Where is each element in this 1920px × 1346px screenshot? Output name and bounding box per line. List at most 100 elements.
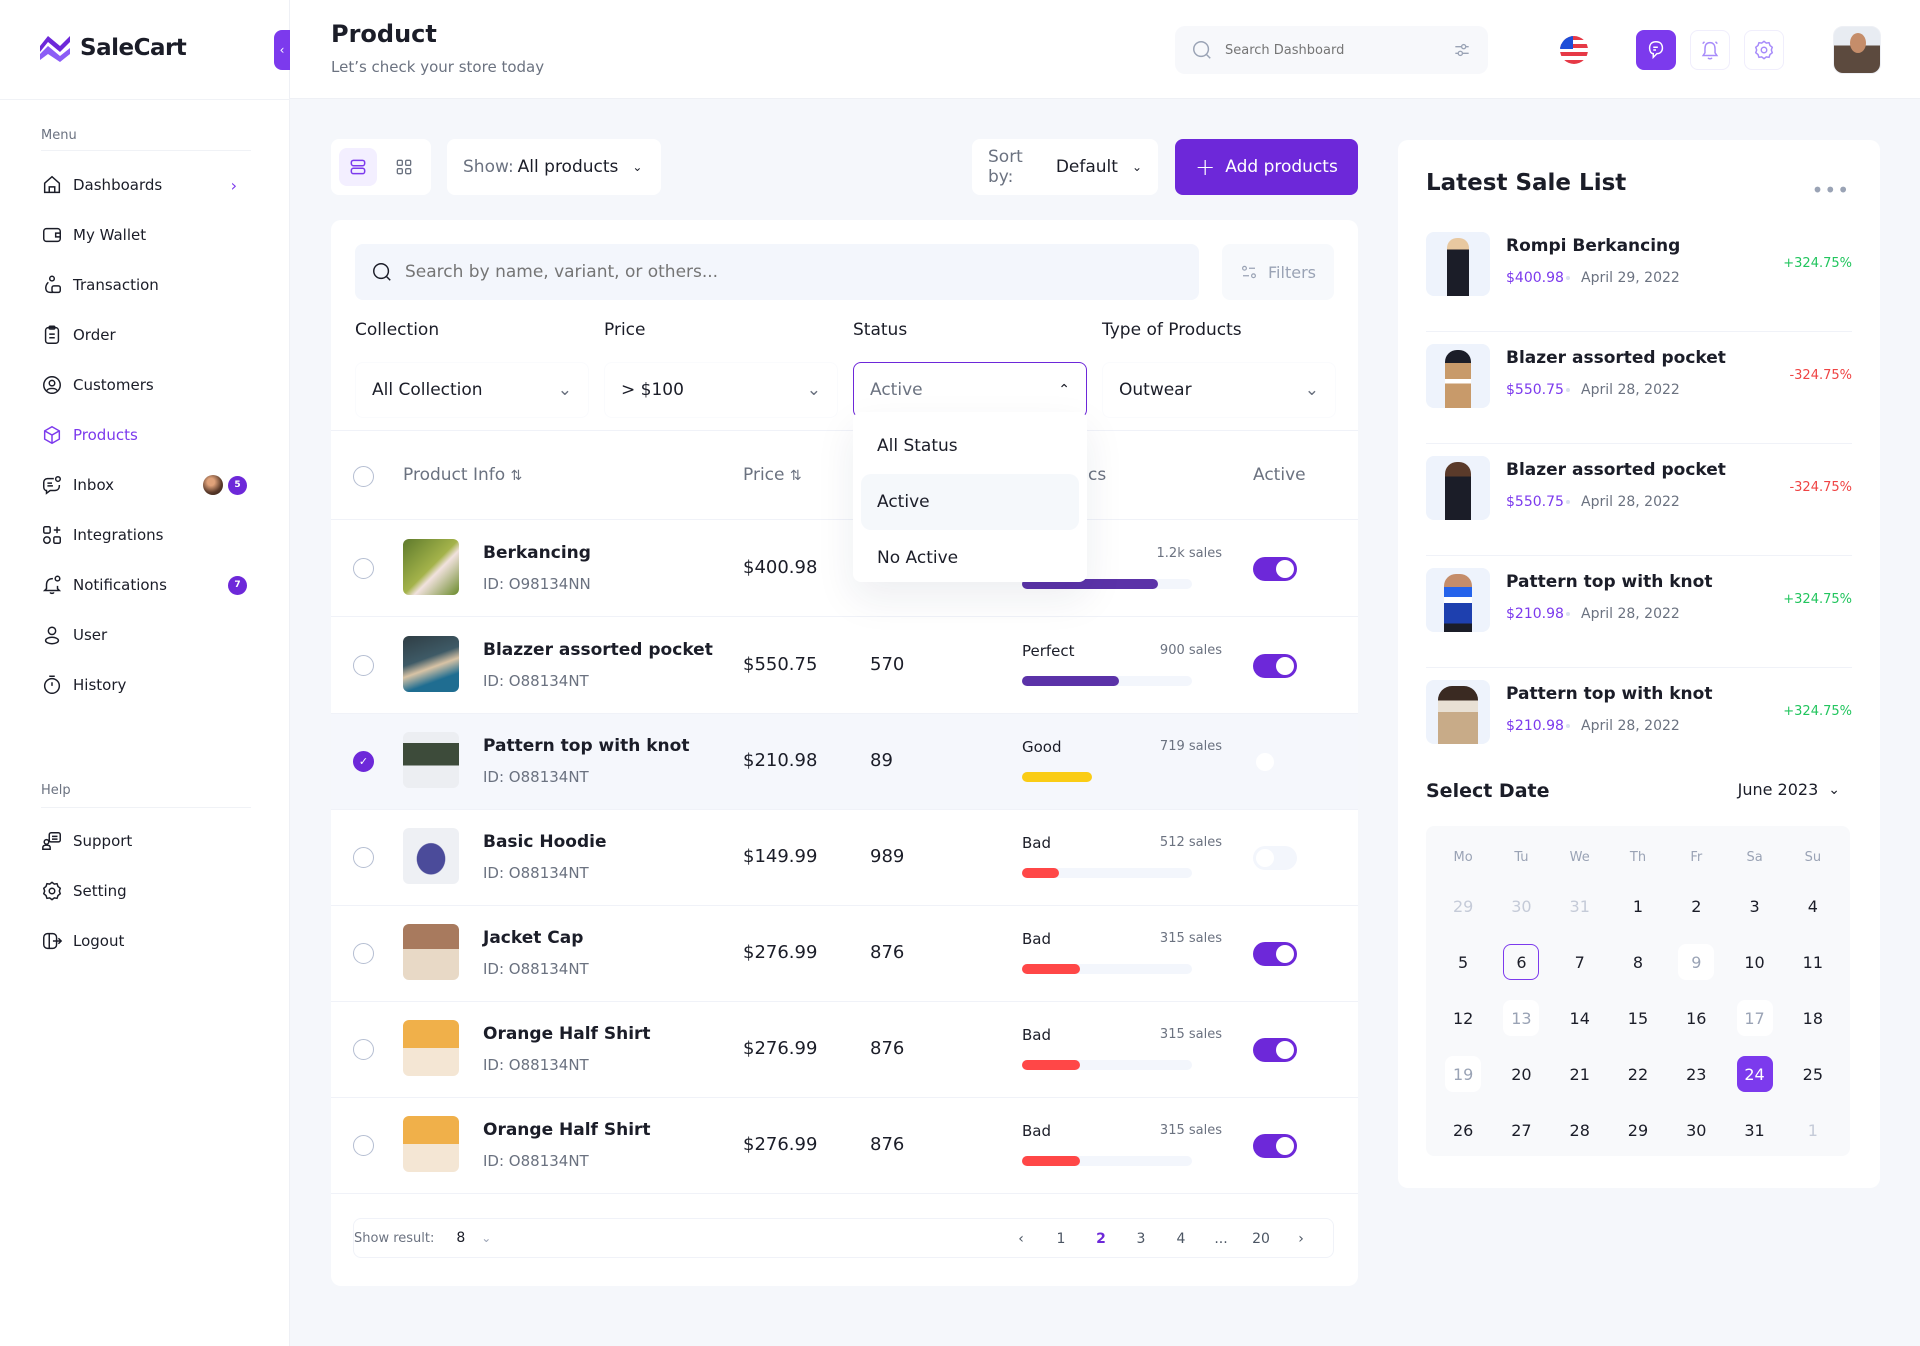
page-button[interactable]: 3 (1136, 1231, 1146, 1247)
calendar-day[interactable]: 8 (1609, 936, 1667, 988)
calendar-day[interactable]: 3 (1725, 880, 1783, 932)
calendar-day[interactable]: 21 (1551, 1048, 1609, 1100)
us-flag-icon[interactable] (1560, 36, 1588, 64)
sidebar-item-support[interactable]: Support (41, 816, 251, 866)
filters-button[interactable]: Filters (1222, 244, 1334, 300)
table-row[interactable]: Orange Half Shirt ID: O88134NT $276.99 8… (331, 1098, 1358, 1194)
row-checkbox[interactable] (353, 943, 374, 964)
more-options-icon[interactable]: ••• (1811, 178, 1850, 202)
table-row[interactable]: Jacket Cap ID: O88134NT $276.99 876 Bad … (331, 906, 1358, 1002)
user-avatar[interactable] (1833, 26, 1881, 74)
sale-list-item[interactable]: Pattern top with knot $210.98 April 28, … (1426, 668, 1852, 780)
row-checkbox[interactable] (353, 847, 374, 868)
list-view-button[interactable] (339, 148, 377, 186)
sidebar-item-dashboards[interactable]: Dashboards › (41, 160, 251, 210)
settings-button[interactable] (1744, 30, 1784, 70)
status-option-all[interactable]: All Status (877, 436, 958, 456)
calendar-day[interactable]: 27 (1492, 1104, 1550, 1156)
show-products-dropdown[interactable]: Show: All products ⌄ (447, 139, 661, 195)
sidebar-item-customers[interactable]: Customers (41, 360, 251, 410)
table-row[interactable]: Berkancing ID: O98134NN $400.98 1.2k sal… (331, 521, 1358, 617)
calendar-day[interactable]: 23 (1667, 1048, 1725, 1100)
add-products-button[interactable]: + Add products (1175, 139, 1358, 195)
dashboard-search-input[interactable] (1225, 42, 1440, 58)
sidebar-item-setting[interactable]: Setting (41, 866, 251, 916)
sale-list-item[interactable]: Blazer assorted pocket $550.75 April 28,… (1426, 444, 1852, 556)
collapse-sidebar-button[interactable]: ‹ (274, 30, 290, 70)
notifications-button[interactable] (1690, 30, 1730, 70)
calendar-day[interactable]: 2 (1667, 880, 1725, 932)
status-option-no-active[interactable]: No Active (877, 548, 959, 568)
sidebar-item-history[interactable]: History (41, 660, 251, 710)
calendar-day[interactable]: 22 (1609, 1048, 1667, 1100)
calendar-day[interactable]: 1 (1609, 880, 1667, 932)
calendar-day[interactable]: 7 (1551, 936, 1609, 988)
table-row[interactable]: Basic Hoodie ID: O88134NT $149.99 989 Ba… (331, 810, 1358, 906)
calendar-day[interactable]: 13 (1492, 992, 1550, 1044)
sale-list-item[interactable]: Rompi Berkancing $400.98 April 29, 2022 … (1426, 220, 1852, 332)
calendar-day[interactable]: 31 (1725, 1104, 1783, 1156)
collection-select[interactable]: All Collection ⌄ (355, 362, 589, 418)
calendar-day[interactable]: 6 (1492, 936, 1550, 988)
calendar-day[interactable]: 4 (1784, 880, 1842, 932)
active-toggle[interactable] (1253, 942, 1297, 966)
sort-dropdown[interactable]: Sort by: Default ⌄ (972, 139, 1158, 195)
calendar-day[interactable]: 1 (1784, 1104, 1842, 1156)
column-price[interactable]: Price ⇅ (743, 465, 802, 485)
table-row[interactable]: Orange Half Shirt ID: O88134NT $276.99 8… (331, 1002, 1358, 1098)
select-all-checkbox[interactable] (353, 466, 374, 487)
row-checkbox[interactable] (353, 655, 374, 676)
grid-view-button[interactable] (385, 148, 423, 186)
dashboard-search[interactable] (1175, 26, 1488, 74)
chevron-down-icon[interactable]: ⌄ (481, 1231, 492, 1245)
table-row[interactable]: Blazzer assorted pocket ID: O88134NT $55… (331, 618, 1358, 714)
page-button[interactable]: 1 (1056, 1231, 1066, 1247)
logo[interactable]: SaleCart (38, 32, 187, 64)
prev-page-button[interactable]: ‹ (1018, 1231, 1024, 1247)
status-select[interactable]: Active ⌃ (853, 362, 1087, 418)
calendar-day[interactable]: 31 (1551, 880, 1609, 932)
page-button-current[interactable]: 2 (1096, 1231, 1106, 1247)
calendar-day[interactable]: 20 (1492, 1048, 1550, 1100)
calendar-day[interactable]: 15 (1609, 992, 1667, 1044)
calendar-day[interactable]: 18 (1784, 992, 1842, 1044)
active-toggle[interactable] (1253, 654, 1297, 678)
calendar-day[interactable]: 16 (1667, 992, 1725, 1044)
calendar-day[interactable]: 19 (1434, 1048, 1492, 1100)
calendar-day[interactable]: 26 (1434, 1104, 1492, 1156)
calendar-day[interactable]: 5 (1434, 936, 1492, 988)
row-checkbox[interactable] (353, 1039, 374, 1060)
calendar-day[interactable]: 12 (1434, 992, 1492, 1044)
row-checkbox-checked[interactable]: ✓ (353, 751, 374, 772)
per-page-select[interactable]: 8 (456, 1230, 466, 1246)
active-toggle[interactable] (1253, 846, 1297, 870)
active-toggle[interactable] (1253, 750, 1297, 774)
calendar-day[interactable]: 11 (1784, 936, 1842, 988)
sidebar-item-inbox[interactable]: Inbox 5 (41, 460, 251, 510)
calendar-day[interactable]: 9 (1667, 936, 1725, 988)
calendar-day[interactable]: 17 (1725, 992, 1783, 1044)
sidebar-item-logout[interactable]: Logout (41, 916, 251, 966)
row-checkbox[interactable] (353, 1135, 374, 1156)
active-toggle[interactable] (1253, 557, 1297, 581)
sidebar-item-transaction[interactable]: Transaction (41, 260, 251, 310)
row-checkbox[interactable] (353, 558, 374, 579)
calendar-day[interactable]: 14 (1551, 992, 1609, 1044)
product-search-input[interactable] (405, 262, 1183, 282)
product-search[interactable] (355, 244, 1199, 300)
sidebar-item-order[interactable]: Order (41, 310, 251, 360)
price-select[interactable]: > $100 ⌄ (604, 362, 838, 418)
active-toggle[interactable] (1253, 1038, 1297, 1062)
sidebar-item-user[interactable]: User (41, 610, 251, 660)
calendar-day[interactable]: 30 (1492, 880, 1550, 932)
sidebar-item-notifications[interactable]: Notifications 7 (41, 560, 251, 610)
sliders-icon[interactable] (1452, 40, 1472, 60)
messages-button[interactable] (1636, 30, 1676, 70)
next-page-button[interactable]: › (1298, 1231, 1304, 1247)
table-row[interactable]: ✓ Pattern top with knot ID: O88134NT $21… (331, 714, 1358, 810)
calendar-day[interactable]: 28 (1551, 1104, 1609, 1156)
sidebar-item-integrations[interactable]: Integrations (41, 510, 251, 560)
calendar-day-selected[interactable]: 24 (1725, 1048, 1783, 1100)
page-button[interactable]: 20 (1252, 1231, 1270, 1247)
type-select[interactable]: Outwear ⌄ (1102, 362, 1336, 418)
